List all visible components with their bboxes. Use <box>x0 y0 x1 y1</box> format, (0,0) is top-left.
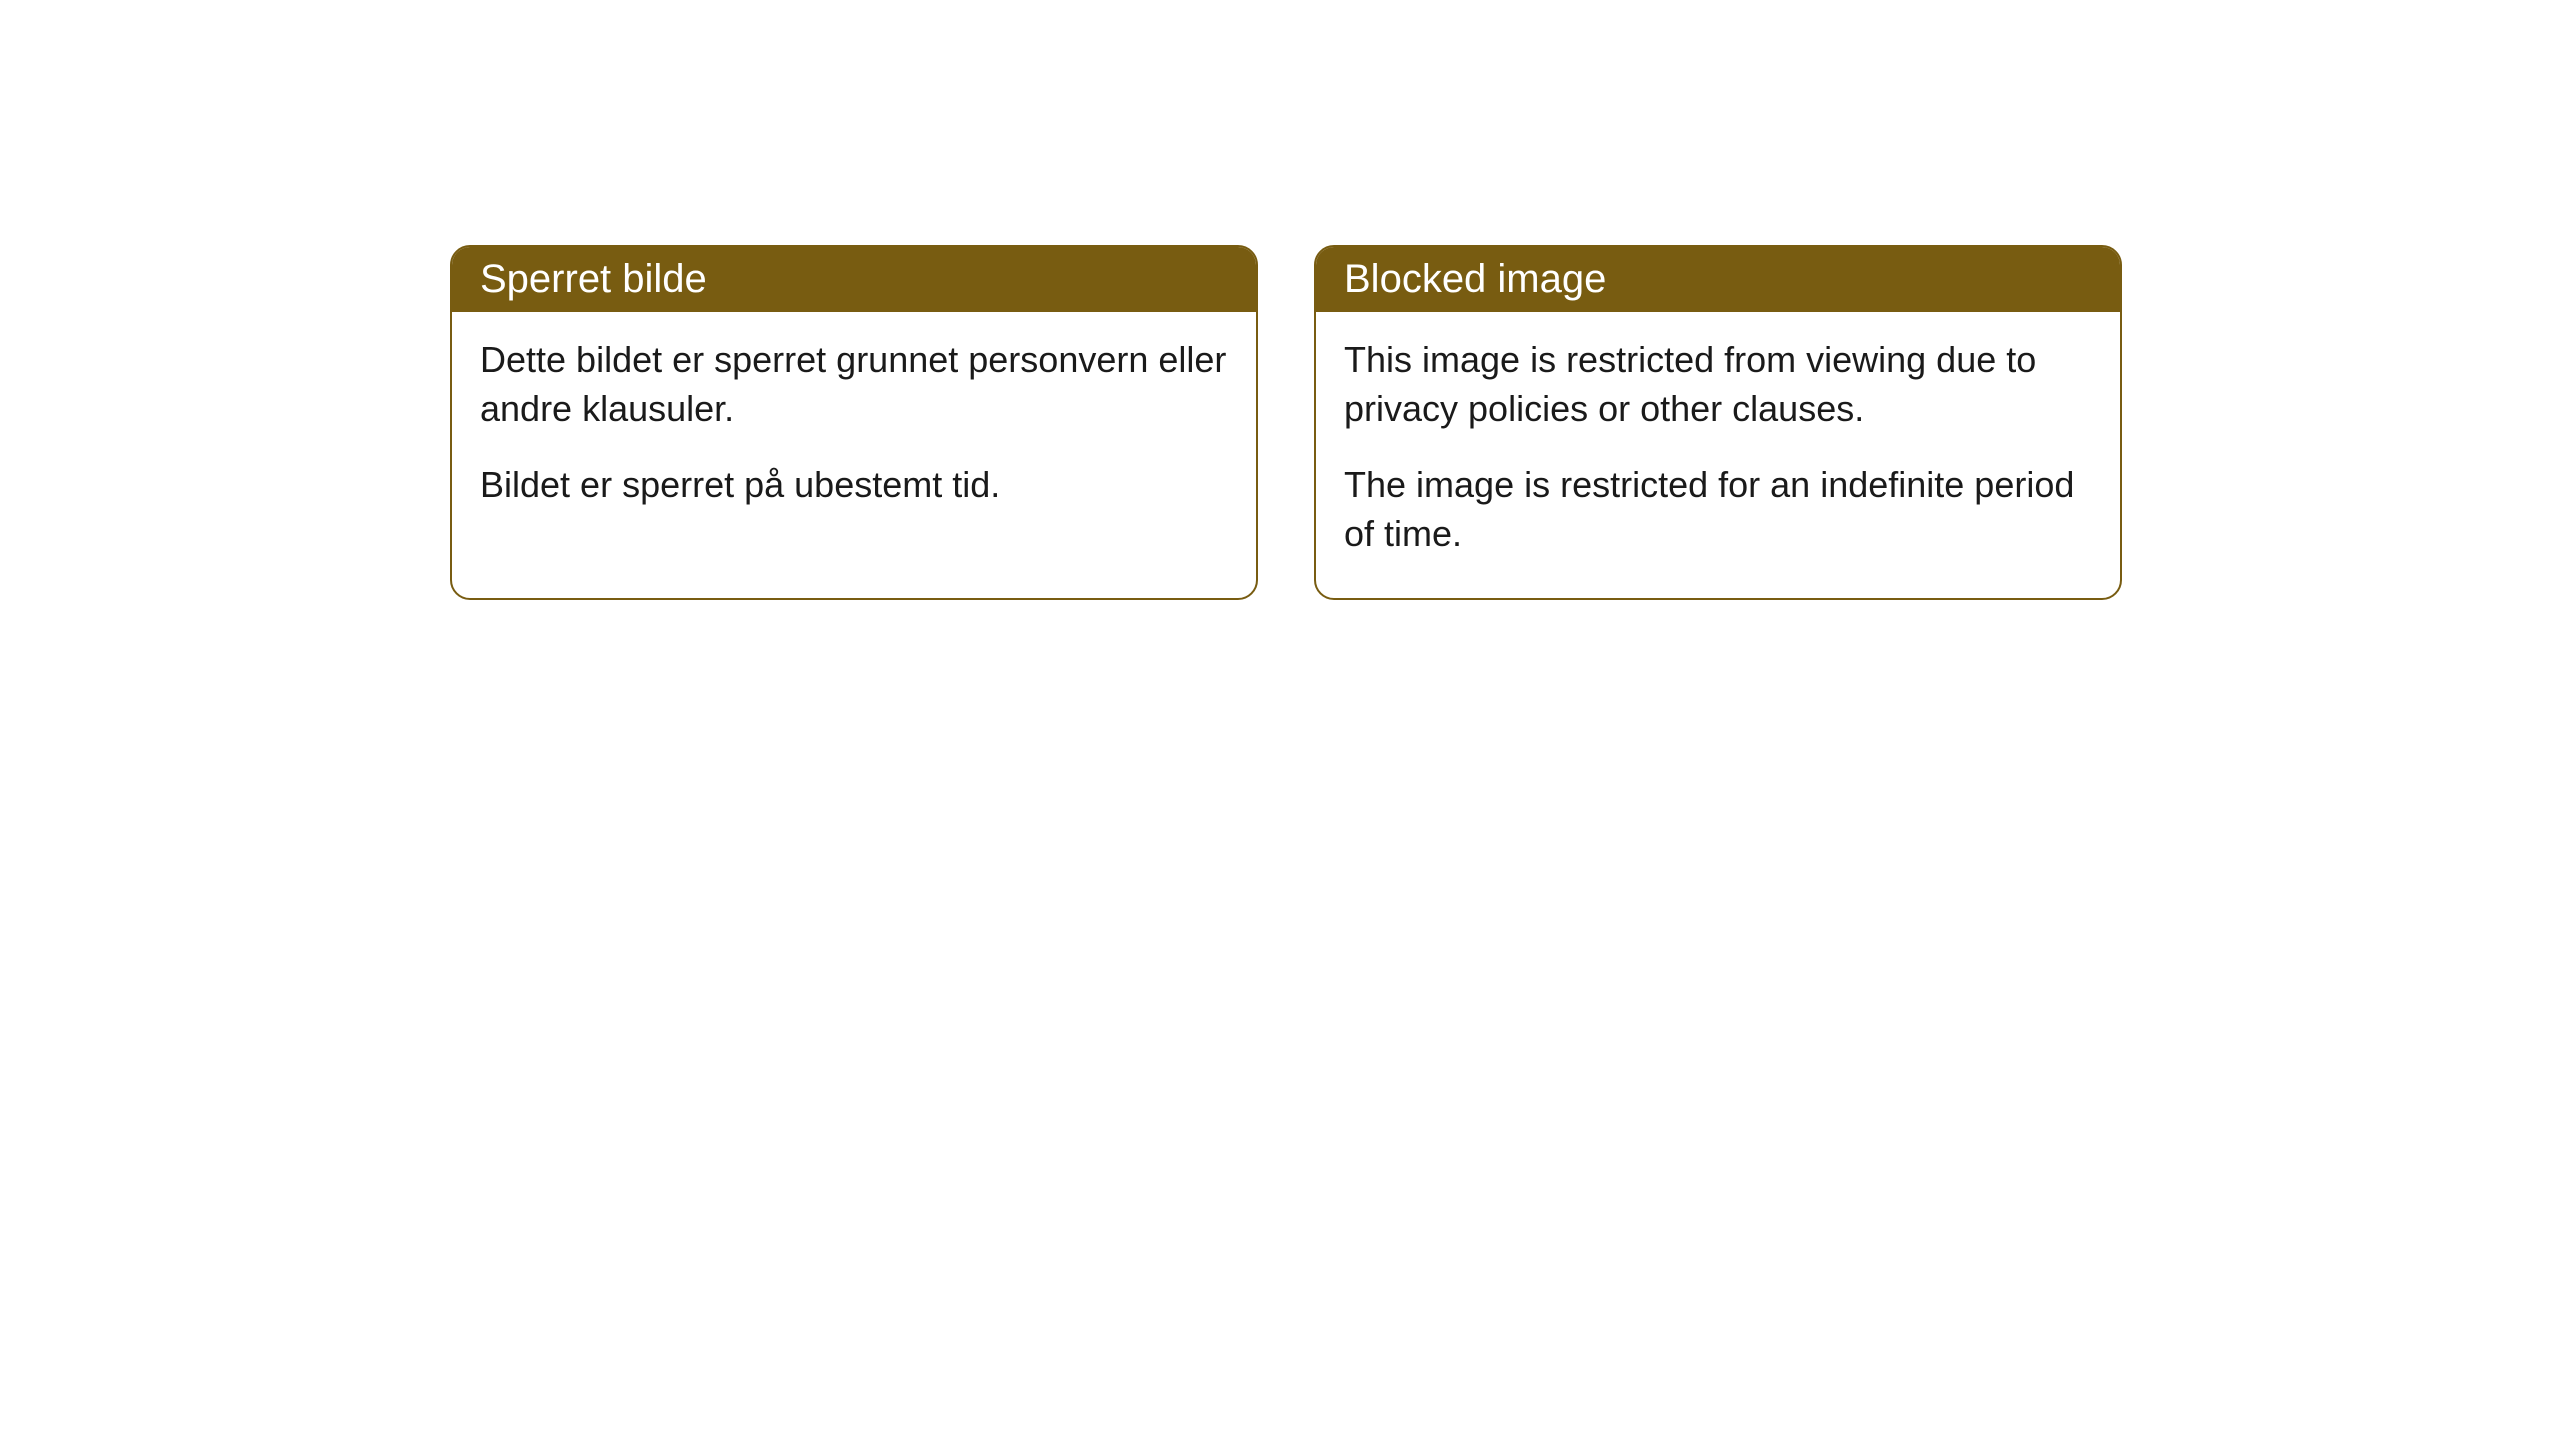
card-paragraph: Dette bildet er sperret grunnet personve… <box>480 336 1228 433</box>
card-header-norwegian: Sperret bilde <box>452 247 1256 312</box>
card-norwegian: Sperret bilde Dette bildet er sperret gr… <box>450 245 1258 600</box>
card-body-norwegian: Dette bildet er sperret grunnet personve… <box>452 312 1256 550</box>
card-paragraph: The image is restricted for an indefinit… <box>1344 461 2092 558</box>
card-english: Blocked image This image is restricted f… <box>1314 245 2122 600</box>
card-paragraph: This image is restricted from viewing du… <box>1344 336 2092 433</box>
card-body-english: This image is restricted from viewing du… <box>1316 312 2120 598</box>
card-header-english: Blocked image <box>1316 247 2120 312</box>
cards-container: Sperret bilde Dette bildet er sperret gr… <box>450 245 2122 600</box>
card-paragraph: Bildet er sperret på ubestemt tid. <box>480 461 1228 510</box>
